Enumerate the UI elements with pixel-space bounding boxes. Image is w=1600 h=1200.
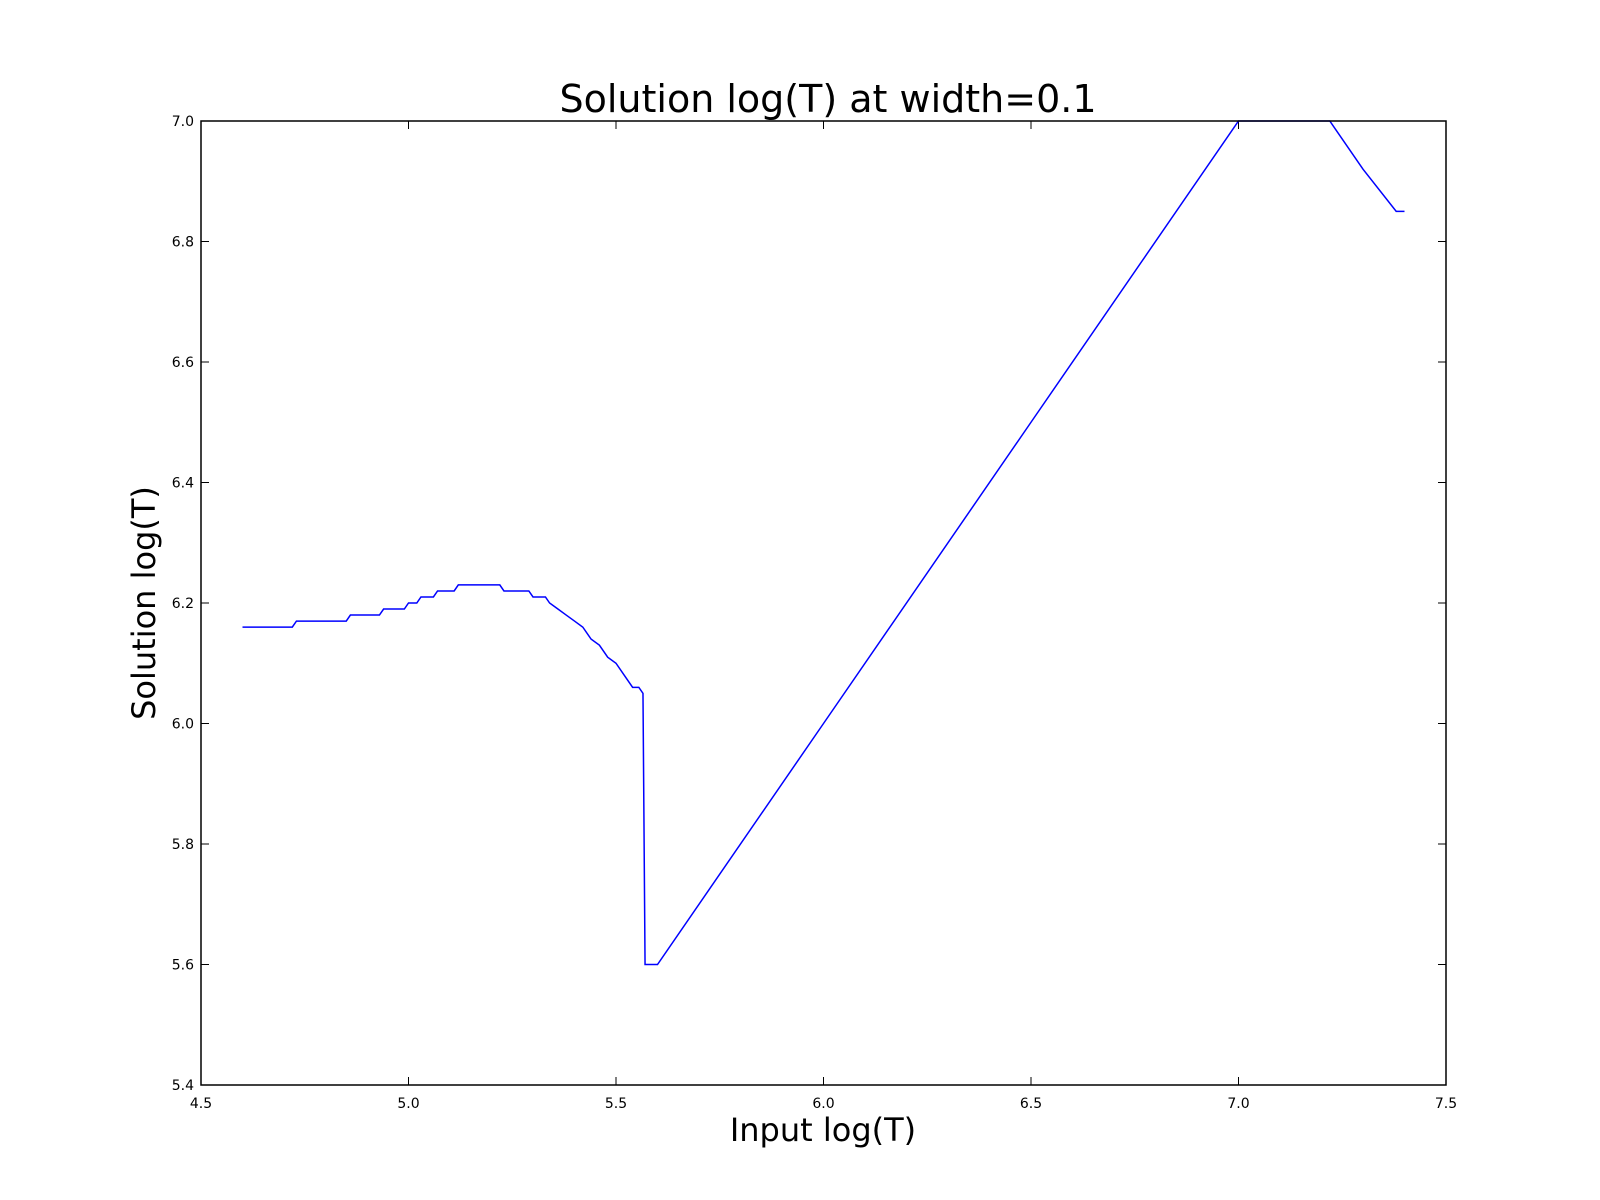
plot-frame xyxy=(200,120,1447,1086)
y-tick-label: 6.4 xyxy=(172,476,194,492)
x-tick-label: 4.5 xyxy=(190,1096,212,1112)
y-tick-label: 5.4 xyxy=(172,1078,194,1094)
series-line xyxy=(242,120,1405,966)
chart-title: Solution log(T) at width=0.1 xyxy=(559,77,1096,121)
x-tick-label: 5.0 xyxy=(397,1096,419,1112)
x-tick-label: 7.0 xyxy=(1227,1096,1249,1112)
x-tick-label: 5.5 xyxy=(605,1096,627,1112)
y-tick-label: 5.8 xyxy=(172,837,194,853)
x-tick-label: 6.0 xyxy=(812,1096,834,1112)
y-tick-label: 7.0 xyxy=(172,114,194,130)
y-tick-label: 6.2 xyxy=(172,596,194,612)
y-axis-label: Solution log(T) xyxy=(125,486,163,720)
y-tick-label: 6.8 xyxy=(172,235,194,251)
y-tick-label: 6.6 xyxy=(172,355,194,371)
x-tick-label: 6.5 xyxy=(1020,1096,1042,1112)
plot-area xyxy=(201,121,1446,1085)
x-tick-label: 7.5 xyxy=(1435,1096,1457,1112)
y-tick-label: 6.0 xyxy=(172,717,194,733)
x-axis-label: Input log(T) xyxy=(730,1111,916,1149)
y-axis: 5.4 5.6 5.8 6.0 6.2 6.4 6.6 6.8 7.0 xyxy=(172,114,1446,1094)
x-axis: 4.5 5.0 5.5 6.0 6.5 7.0 7.5 xyxy=(190,121,1457,1112)
y-tick-label: 5.6 xyxy=(172,958,194,974)
